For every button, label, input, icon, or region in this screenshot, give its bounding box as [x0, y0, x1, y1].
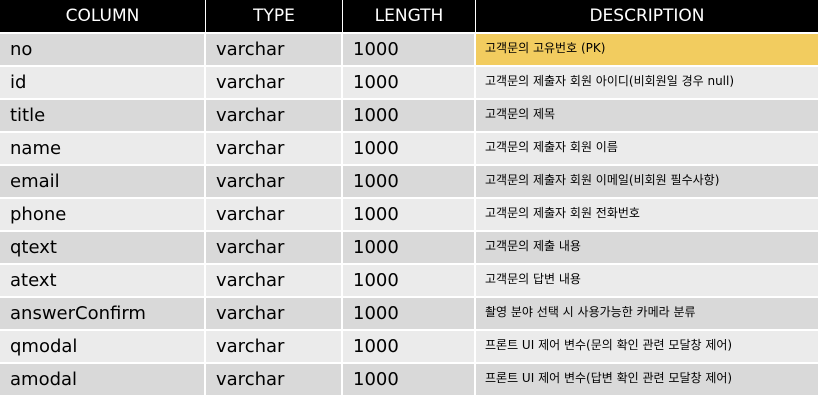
cell-length: 1000 [343, 67, 476, 100]
header-column: COLUMN [0, 0, 206, 34]
cell-description: 고객문의 제출 내용 [476, 232, 818, 265]
table-row: qmodal varchar 1000 프론트 UI 제어 변수(문의 확인 관… [0, 331, 818, 364]
table-header: COLUMN TYPE LENGTH DESCRIPTION [0, 0, 818, 34]
schema-table: COLUMN TYPE LENGTH DESCRIPTION no varcha… [0, 0, 818, 397]
cell-type: varchar [206, 199, 343, 232]
cell-description-highlighted: 고객문의 고유번호 (PK) [476, 34, 818, 67]
cell-type: varchar [206, 232, 343, 265]
table-row: answerConfirm varchar 1000 촬영 분야 선택 시 사용… [0, 298, 818, 331]
cell-length: 1000 [343, 34, 476, 67]
cell-length: 1000 [343, 331, 476, 364]
cell-length: 1000 [343, 364, 476, 397]
table-row: id varchar 1000 고객문의 제출자 회원 아이디(비회원일 경우 … [0, 67, 818, 100]
cell-type: varchar [206, 166, 343, 199]
table-row: title varchar 1000 고객문의 제목 [0, 100, 818, 133]
table-row: amodal varchar 1000 프론트 UI 제어 변수(답변 확인 관… [0, 364, 818, 397]
table-row: no varchar 1000 고객문의 고유번호 (PK) [0, 34, 818, 67]
cell-description: 고객문의 답변 내용 [476, 265, 818, 298]
cell-description: 고객문의 제출자 회원 전화번호 [476, 199, 818, 232]
cell-length: 1000 [343, 199, 476, 232]
cell-length: 1000 [343, 265, 476, 298]
cell-type: varchar [206, 331, 343, 364]
cell-column-name: amodal [0, 364, 206, 397]
cell-column-name: atext [0, 265, 206, 298]
cell-length: 1000 [343, 133, 476, 166]
cell-column-name: qmodal [0, 331, 206, 364]
cell-column-name: name [0, 133, 206, 166]
cell-length: 1000 [343, 232, 476, 265]
cell-type: varchar [206, 133, 343, 166]
cell-length: 1000 [343, 166, 476, 199]
cell-column-name: email [0, 166, 206, 199]
cell-description: 촬영 분야 선택 시 사용가능한 카메라 분류 [476, 298, 818, 331]
cell-length: 1000 [343, 298, 476, 331]
cell-description: 고객문의 제출자 회원 아이디(비회원일 경우 null) [476, 67, 818, 100]
table-row: atext varchar 1000 고객문의 답변 내용 [0, 265, 818, 298]
cell-description: 고객문의 제출자 회원 이메일(비회원 필수사항) [476, 166, 818, 199]
cell-type: varchar [206, 364, 343, 397]
table-row: qtext varchar 1000 고객문의 제출 내용 [0, 232, 818, 265]
cell-type: varchar [206, 34, 343, 67]
table-body: no varchar 1000 고객문의 고유번호 (PK) id varcha… [0, 34, 818, 397]
cell-column-name: phone [0, 199, 206, 232]
cell-type: varchar [206, 298, 343, 331]
cell-description: 프론트 UI 제어 변수(문의 확인 관련 모달창 제어) [476, 331, 818, 364]
cell-column-name: title [0, 100, 206, 133]
table-row: email varchar 1000 고객문의 제출자 회원 이메일(비회원 필… [0, 166, 818, 199]
cell-description: 고객문의 제출자 회원 이름 [476, 133, 818, 166]
cell-column-name: qtext [0, 232, 206, 265]
header-length: LENGTH [343, 0, 476, 34]
cell-column-name: no [0, 34, 206, 67]
cell-length: 1000 [343, 100, 476, 133]
cell-type: varchar [206, 265, 343, 298]
table-row: phone varchar 1000 고객문의 제출자 회원 전화번호 [0, 199, 818, 232]
cell-type: varchar [206, 100, 343, 133]
header-type: TYPE [206, 0, 343, 34]
cell-type: varchar [206, 67, 343, 100]
cell-description: 프론트 UI 제어 변수(답변 확인 관련 모달창 제어) [476, 364, 818, 397]
header-row: COLUMN TYPE LENGTH DESCRIPTION [0, 0, 818, 34]
cell-description: 고객문의 제목 [476, 100, 818, 133]
cell-column-name: id [0, 67, 206, 100]
header-description: DESCRIPTION [476, 0, 818, 34]
table-row: name varchar 1000 고객문의 제출자 회원 이름 [0, 133, 818, 166]
cell-column-name: answerConfirm [0, 298, 206, 331]
